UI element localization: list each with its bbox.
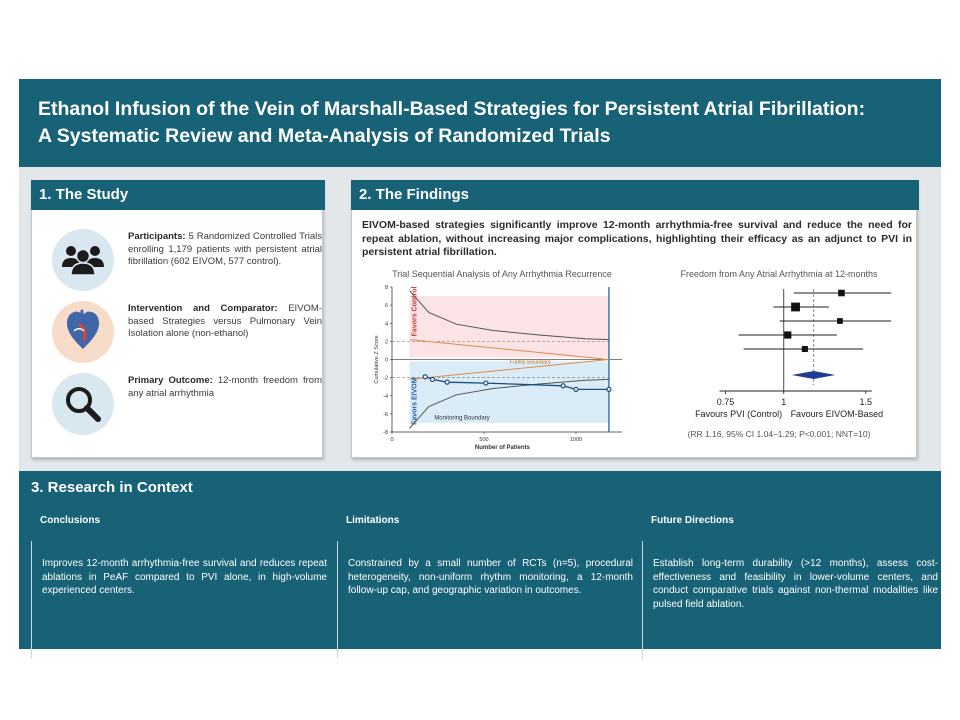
y-tick-label: 8 — [385, 285, 388, 291]
limitations-column: Limitations Constrained by a small numbe… — [337, 507, 633, 659]
cumulative-z-point — [573, 386, 579, 393]
page-title: Ethanol Infusion of the Vein of Marshall… — [38, 96, 928, 150]
futility-boundary-upper — [409, 339, 609, 360]
future-directions-title: Future Directions — [651, 515, 734, 526]
cumulative-z-point — [422, 374, 428, 380]
forest-stats: (RR 1.16, 95% CI 1.04–1.29; P<0.001; NNT… — [688, 429, 871, 439]
forest-tick-label: 0.75 — [717, 397, 735, 407]
monitoring-boundary-label: Monitoring Boundary — [434, 415, 489, 421]
tsa-y-label: Cumulative Z Score — [374, 335, 380, 383]
findings-heading: 2. The Findings — [351, 180, 919, 210]
outcome-text: Primary Outcome: 12-month freedom from a… — [128, 375, 322, 399]
study-marker — [837, 318, 843, 324]
participants-item: Participants: 5 Randomized Controlled Tr… — [52, 229, 324, 293]
magnifier-icon — [52, 373, 114, 435]
y-tick-label: -8 — [383, 430, 388, 436]
forest-title: Freedom from Any Atrial Arrhythmia at 12… — [680, 269, 878, 279]
study-marker — [801, 345, 808, 353]
monitoring-boundary-upper — [409, 290, 609, 341]
future-directions-column: Future Directions Establish long-term du… — [642, 507, 938, 659]
people-icon — [52, 229, 114, 291]
forest-tick-label: 1.5 — [860, 397, 873, 407]
study-heading: 1. The Study — [31, 180, 325, 210]
tsa-x-label: Number of Patients — [475, 445, 531, 451]
intervention-text: Intervention and Comparator: EIVOM-based… — [128, 303, 322, 339]
favors-control-label: Favors Control — [411, 287, 418, 337]
y-tick-label: -6 — [383, 412, 388, 418]
favours-eivom-label: Favours EIVOM-Based — [791, 409, 884, 419]
x-tick-label: 500 — [479, 437, 488, 443]
y-tick-label: 6 — [385, 303, 388, 309]
y-tick-label: 0 — [385, 358, 388, 364]
title-line-1: Ethanol Infusion of the Vein of Marshall… — [38, 98, 866, 120]
title-line-2: A Systematic Review and Meta-Analysis of… — [38, 125, 611, 147]
futility-boundary-label: Futility Boundary — [510, 360, 551, 366]
cumulative-z-point — [483, 380, 489, 386]
conclusions-text: Improves 12-month arrhythmia-free surviv… — [31, 541, 327, 659]
monitoring-boundary-lower — [409, 378, 609, 429]
conclusions-column: Conclusions Improves 12-month arrhythmia… — [31, 507, 327, 659]
infographic: Ethanol Infusion of the Vein of Marshall… — [19, 79, 941, 659]
limitations-text: Constrained by a small number of RCTs (n… — [337, 541, 633, 659]
tsa-chart: Trial Sequential Analysis of Any Arrhyth… — [374, 269, 622, 451]
intervention-item: Intervention and Comparator: EIVOM-based… — [52, 301, 324, 365]
study-panel: 1. The Study Participants: 5 Randomized … — [31, 180, 325, 458]
title-banner: Ethanol Infusion of the Vein of Marshall… — [19, 79, 941, 167]
limitations-title: Limitations — [346, 515, 400, 526]
y-tick-label: -4 — [383, 394, 388, 400]
futility-boundary-lower — [409, 359, 609, 380]
forest-tick-label: 1 — [781, 397, 786, 407]
tsa-title: Trial Sequential Analysis of Any Arrhyth… — [392, 269, 612, 279]
favors-control-zone — [409, 296, 609, 358]
study-marker — [784, 331, 792, 339]
y-tick-label: 2 — [385, 339, 388, 345]
findings-summary: EIVOM-based strategies significantly imp… — [362, 219, 912, 258]
middle-band: 1. The Study Participants: 5 Randomized … — [19, 167, 941, 471]
participants-text: Participants: 5 Randomized Controlled Tr… — [128, 231, 322, 267]
study-marker — [791, 302, 800, 312]
favors-eivom-zone — [409, 361, 609, 423]
x-tick-label: 0 — [390, 437, 393, 443]
context-heading: 3. Research in Context — [31, 479, 193, 496]
study-marker — [838, 289, 845, 297]
forest-plot: Freedom from Any Atrial Arrhythmia at 12… — [680, 269, 892, 439]
cumulative-z-point — [606, 386, 612, 393]
y-tick-label: -2 — [383, 376, 388, 382]
findings-panel: 2. The Findings EIVOM-based strategies s… — [351, 180, 919, 458]
y-tick-label: 4 — [385, 321, 388, 327]
cumulative-z-point — [560, 383, 566, 389]
context-band: 3. Research in Context Conclusions Impro… — [19, 471, 941, 659]
outcome-item: Primary Outcome: 12-month freedom from a… — [52, 373, 324, 437]
pooled-diamond — [791, 371, 836, 379]
heart-icon — [52, 301, 114, 363]
future-directions-text: Establish long-term durability (>12 mont… — [642, 541, 938, 659]
x-tick-label: 1000 — [570, 437, 582, 443]
favours-control-label: Favours PVI (Control) — [695, 409, 782, 419]
cumulative-z-point — [429, 376, 436, 383]
cumulative-z-point — [444, 379, 450, 385]
favors-eivom-label: Favors EIVOM — [411, 377, 418, 425]
conclusions-title: Conclusions — [40, 515, 101, 526]
